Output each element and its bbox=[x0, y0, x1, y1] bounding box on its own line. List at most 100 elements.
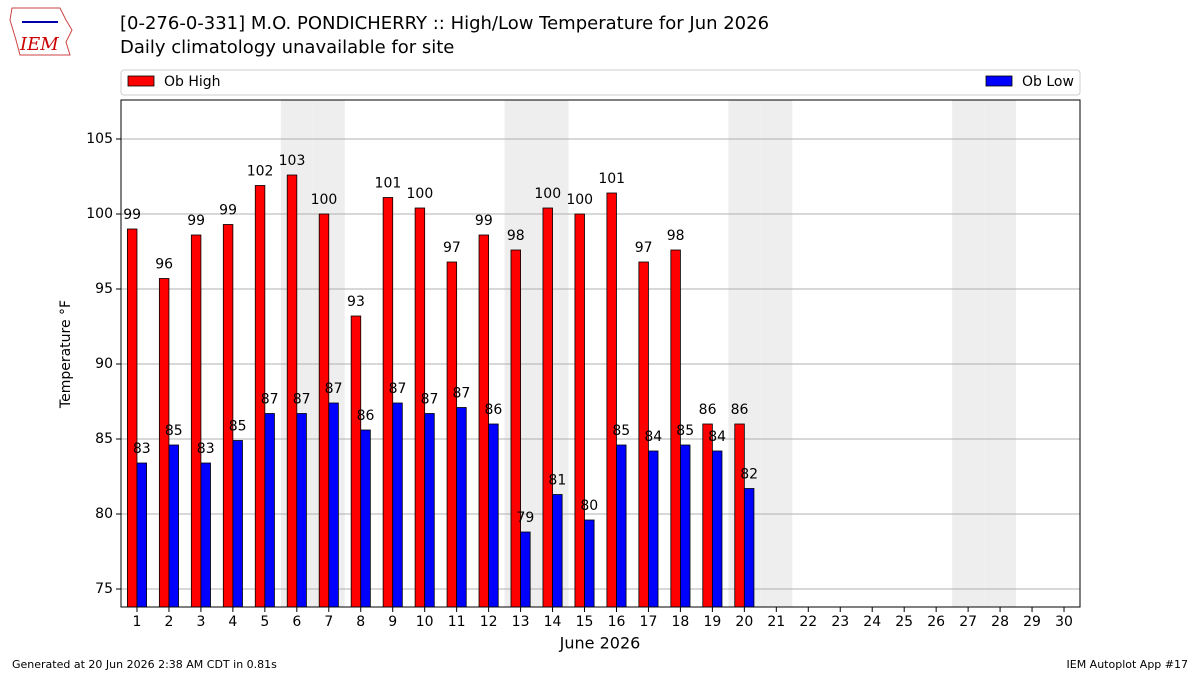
y-axis-label: Temperature °F bbox=[58, 300, 74, 409]
x-tick-label: 2 bbox=[164, 614, 173, 630]
bar bbox=[296, 413, 307, 608]
bar bbox=[424, 413, 435, 608]
data-label: 99 bbox=[123, 207, 141, 223]
bar bbox=[350, 315, 362, 608]
y-tick-label: 80 bbox=[95, 506, 113, 522]
bar bbox=[510, 249, 521, 608]
bar bbox=[190, 234, 202, 608]
data-label: 101 bbox=[598, 171, 625, 187]
bar bbox=[392, 402, 403, 608]
data-label: 86 bbox=[484, 402, 502, 418]
x-tick-label: 23 bbox=[831, 614, 849, 630]
bar bbox=[126, 228, 138, 608]
x-tick-label: 19 bbox=[703, 614, 721, 630]
x-tick-label: 15 bbox=[576, 614, 594, 630]
bar bbox=[616, 444, 627, 608]
data-label: 97 bbox=[635, 240, 653, 256]
data-label: 80 bbox=[580, 498, 598, 514]
bar bbox=[382, 197, 394, 608]
data-label: 98 bbox=[507, 228, 525, 244]
x-tick-label: 1 bbox=[133, 614, 142, 630]
legend-swatch bbox=[985, 75, 1013, 87]
bar bbox=[136, 462, 147, 608]
y-tick-label: 95 bbox=[95, 281, 113, 297]
data-label: 93 bbox=[347, 294, 365, 310]
x-tick-label: 8 bbox=[356, 614, 365, 630]
x-tick-label: 12 bbox=[480, 614, 498, 630]
logo-text: IEM bbox=[19, 34, 59, 55]
legend-label: Ob Low bbox=[1022, 74, 1074, 90]
data-label: 83 bbox=[133, 441, 151, 457]
data-label: 87 bbox=[293, 392, 311, 408]
bar bbox=[478, 234, 490, 608]
data-label: 85 bbox=[612, 423, 630, 439]
chart-title: [0-276-0-331] M.O. PONDICHERRY :: High/L… bbox=[120, 13, 769, 34]
x-tick-label: 16 bbox=[608, 614, 626, 630]
data-label: 100 bbox=[311, 192, 338, 208]
data-label: 97 bbox=[443, 240, 461, 256]
data-label: 79 bbox=[516, 510, 534, 526]
y-tick-label: 75 bbox=[95, 581, 113, 597]
data-label: 83 bbox=[197, 441, 215, 457]
x-tick-label: 22 bbox=[799, 614, 817, 630]
x-tick-label: 9 bbox=[388, 614, 397, 630]
data-label: 85 bbox=[229, 419, 247, 435]
logo: IEM bbox=[9, 7, 73, 56]
y-tick-label: 85 bbox=[95, 431, 113, 447]
bar bbox=[520, 531, 531, 608]
x-tick-label: 29 bbox=[1023, 614, 1041, 630]
data-label: 84 bbox=[644, 429, 662, 445]
x-tick-label: 17 bbox=[640, 614, 658, 630]
x-tick-label: 24 bbox=[863, 614, 881, 630]
x-tick-label: 3 bbox=[196, 614, 205, 630]
bar bbox=[648, 450, 659, 608]
data-label: 82 bbox=[740, 467, 758, 483]
bar bbox=[552, 494, 563, 608]
x-tick-label: 21 bbox=[767, 614, 785, 630]
bar bbox=[606, 192, 617, 608]
logo-outline bbox=[9, 7, 73, 56]
data-label: 87 bbox=[389, 381, 407, 397]
x-tick-label: 11 bbox=[448, 614, 466, 630]
bar bbox=[446, 261, 458, 608]
bar bbox=[702, 423, 713, 608]
footer-right: IEM Autoplot App #17 bbox=[1067, 658, 1189, 671]
data-label: 100 bbox=[566, 192, 593, 208]
data-label: 96 bbox=[155, 257, 173, 273]
y-tick-label: 90 bbox=[95, 356, 113, 372]
data-label: 84 bbox=[708, 429, 726, 445]
data-label: 86 bbox=[357, 408, 375, 424]
x-tick-label: 7 bbox=[324, 614, 333, 630]
x-tick-label: 27 bbox=[959, 614, 977, 630]
bar bbox=[200, 462, 211, 608]
x-tick-label: 4 bbox=[228, 614, 237, 630]
x-tick-label: 6 bbox=[292, 614, 301, 630]
x-tick-label: 10 bbox=[416, 614, 434, 630]
x-tick-label: 25 bbox=[895, 614, 913, 630]
y-tick-label: 105 bbox=[86, 131, 113, 147]
data-label: 99 bbox=[187, 213, 205, 229]
data-label: 87 bbox=[453, 386, 471, 402]
weekend-shade bbox=[984, 100, 1017, 607]
data-label: 100 bbox=[407, 186, 434, 202]
bar bbox=[734, 423, 745, 608]
x-tick-label: 28 bbox=[991, 614, 1009, 630]
data-label: 85 bbox=[165, 423, 183, 439]
footer-left: Generated at 20 Jun 2026 2:38 AM CDT in … bbox=[12, 658, 277, 671]
x-tick-label: 18 bbox=[672, 614, 690, 630]
bar bbox=[456, 407, 467, 608]
x-tick-label: 26 bbox=[927, 614, 945, 630]
bar bbox=[168, 444, 179, 608]
bar bbox=[264, 413, 275, 608]
legend-swatch bbox=[127, 75, 155, 87]
data-label: 87 bbox=[261, 392, 279, 408]
data-label: 103 bbox=[279, 153, 306, 169]
bar bbox=[328, 402, 339, 608]
bar bbox=[414, 207, 426, 608]
bar bbox=[542, 207, 553, 608]
bar bbox=[574, 213, 585, 608]
weekend-shade bbox=[952, 100, 985, 607]
chart-subtitle: Daily climatology unavailable for site bbox=[120, 37, 454, 58]
